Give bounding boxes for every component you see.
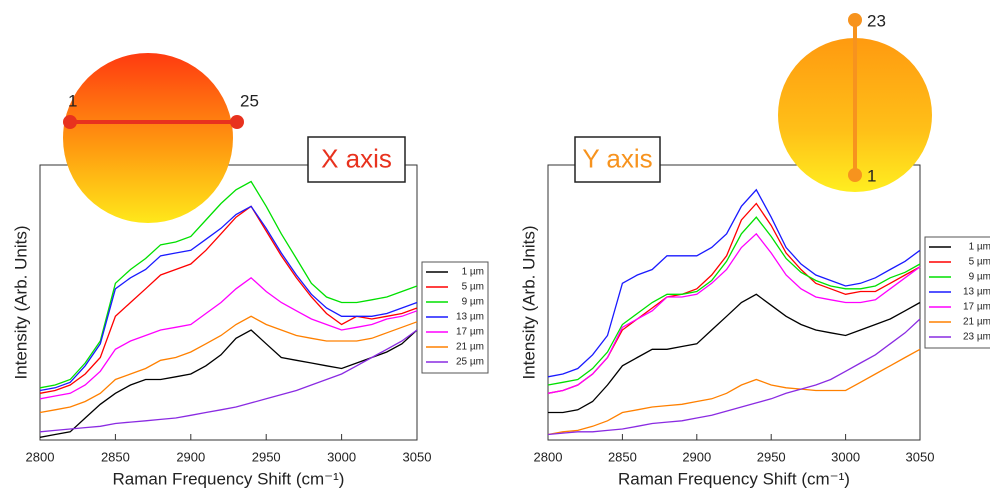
legend-label: 13 µm bbox=[963, 287, 990, 298]
scan-end-label: 23 bbox=[867, 11, 886, 30]
legend-label: 25 µm bbox=[456, 357, 484, 368]
legend-label: 1 µm bbox=[969, 242, 990, 253]
scan-end-label: 25 bbox=[240, 91, 259, 110]
x-tick-label: 3050 bbox=[906, 449, 935, 464]
scan-start-label: 1 bbox=[68, 91, 77, 110]
x-tick-label: 3000 bbox=[327, 449, 356, 464]
series-line bbox=[39, 329, 418, 438]
legend-label: 17 µm bbox=[456, 327, 484, 338]
x-tick-label: 2800 bbox=[534, 449, 563, 464]
series-line bbox=[547, 348, 921, 436]
x-tick-label: 2950 bbox=[252, 449, 281, 464]
series-line bbox=[547, 202, 921, 394]
scan-start-label: 1 bbox=[867, 166, 876, 185]
scan-end bbox=[848, 13, 862, 27]
scan-end bbox=[230, 115, 244, 129]
x-tick-label: 3050 bbox=[403, 449, 432, 464]
axis-label-box-text: Y axis bbox=[582, 143, 652, 173]
x-tick-label: 2950 bbox=[757, 449, 786, 464]
sample-disc bbox=[63, 53, 233, 223]
legend-label: 9 µm bbox=[969, 272, 990, 283]
axis-label-box bbox=[307, 136, 406, 183]
x-tick-label: 2850 bbox=[101, 449, 130, 464]
y-axis-label: Intensity (Arb. Units) bbox=[519, 226, 538, 380]
x-axis-label: Raman Frequency Shift (cm⁻¹) bbox=[113, 469, 345, 488]
legend-label: 5 µm bbox=[462, 282, 484, 293]
series-line bbox=[39, 329, 418, 433]
legend-label: 21 µm bbox=[456, 342, 484, 353]
legend-label: 5 µm bbox=[969, 257, 990, 268]
series-line bbox=[547, 232, 921, 394]
scan-start bbox=[63, 115, 77, 129]
legend-label: 23 µm bbox=[963, 332, 990, 343]
series-line bbox=[39, 180, 418, 389]
legend-label: 9 µm bbox=[462, 297, 484, 308]
legend-label: 1 µm bbox=[462, 267, 484, 278]
series-line bbox=[547, 318, 921, 436]
legend-label: 17 µm bbox=[963, 302, 990, 313]
x-axis-label: Raman Frequency Shift (cm⁻¹) bbox=[618, 469, 850, 488]
plot-frame bbox=[39, 164, 418, 441]
axis-label-box bbox=[574, 136, 661, 183]
legend-label: 21 µm bbox=[963, 317, 990, 328]
series-line bbox=[548, 293, 921, 414]
series-line bbox=[39, 276, 418, 400]
x-tick-label: 2900 bbox=[682, 449, 711, 464]
series-line bbox=[39, 205, 418, 394]
x-tick-label: 3000 bbox=[831, 449, 860, 464]
x-tick-label: 2850 bbox=[608, 449, 637, 464]
x-tick-label: 2900 bbox=[176, 449, 205, 464]
x-tick-label: 2800 bbox=[26, 449, 55, 464]
series-line bbox=[547, 188, 921, 378]
y-axis-label: Intensity (Arb. Units) bbox=[11, 226, 30, 380]
plot-frame bbox=[547, 164, 921, 441]
series-line bbox=[39, 205, 418, 392]
series-line bbox=[547, 216, 921, 386]
scan-start bbox=[848, 168, 862, 182]
legend-label: 13 µm bbox=[456, 312, 484, 323]
series-line bbox=[39, 315, 418, 414]
axis-label-box-text: X axis bbox=[321, 143, 392, 173]
